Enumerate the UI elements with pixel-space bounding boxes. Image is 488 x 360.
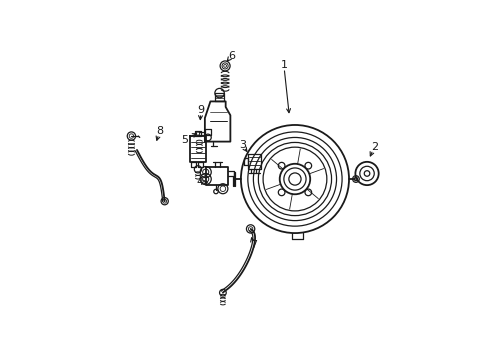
Text: 1: 1 <box>280 60 287 70</box>
Text: 5: 5 <box>181 135 188 145</box>
Text: 6: 6 <box>228 51 235 61</box>
Text: 9: 9 <box>197 105 204 115</box>
Text: 8: 8 <box>156 126 163 136</box>
Text: 7: 7 <box>249 240 256 250</box>
Text: 2: 2 <box>370 142 377 152</box>
Text: 3: 3 <box>238 140 245 150</box>
Text: 4: 4 <box>196 177 203 187</box>
